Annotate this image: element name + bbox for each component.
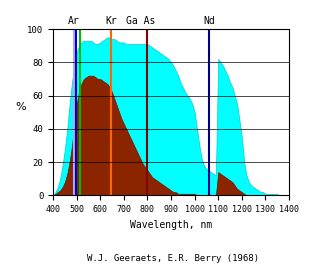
Text: Ar: Ar bbox=[68, 16, 80, 26]
Text: Nd: Nd bbox=[203, 16, 215, 26]
Y-axis label: %: % bbox=[15, 102, 26, 112]
X-axis label: Wavelength, nm: Wavelength, nm bbox=[130, 220, 212, 230]
Text: W.J. Geeraets, E.R. Berry (1968): W.J. Geeraets, E.R. Berry (1968) bbox=[87, 254, 259, 263]
Text: Kr: Kr bbox=[106, 16, 117, 26]
Text: Ga As: Ga As bbox=[126, 16, 155, 26]
